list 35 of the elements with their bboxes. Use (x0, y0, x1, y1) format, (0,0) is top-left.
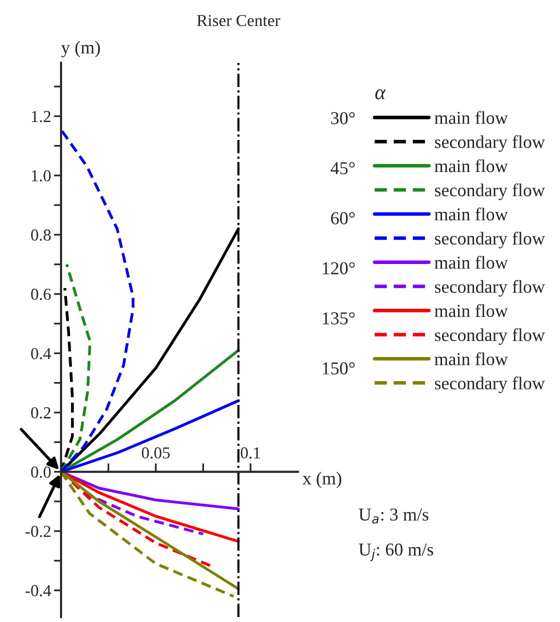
text: 45° (330, 162, 355, 174)
y-tick-label: 1.0 (32, 170, 51, 182)
text: 30° (331, 112, 355, 124)
legend-label: main flow (434, 304, 508, 317)
legend-label: main flow (434, 256, 508, 269)
y-tick-label: -0.4 (26, 585, 52, 596)
y-tick-label: 0.0 (31, 466, 51, 478)
text: 135° (322, 312, 355, 324)
x-tick-label: 0.05 (142, 447, 170, 459)
legend-label: main flow (434, 352, 508, 366)
y-tick-label: 0.4 (31, 348, 52, 360)
y-tick-label: -0.2 (26, 526, 50, 538)
text: U$_{j}$: 60 m/s (358, 543, 434, 562)
y-axis-title: y (m) (61, 40, 100, 58)
legend-title: α (375, 89, 386, 100)
y-tick-label: 1.2 (32, 110, 50, 122)
legend-label: secondary flow (434, 280, 545, 297)
y-tick-label: 0.2 (31, 407, 50, 419)
text: 60° (331, 212, 355, 224)
x-tick-label: 0.1 (240, 447, 260, 459)
y-tick-label: 0.8 (31, 229, 51, 241)
text: U$_{a}$: 3 m/s (358, 508, 428, 524)
legend-label: secondary flow (434, 232, 545, 248)
y-tick-label: 0.6 (31, 288, 51, 300)
legend-label: secondary flow (434, 376, 545, 394)
legend-label: main flow (434, 208, 508, 220)
legend-label: main flow (434, 159, 508, 172)
legend-label: secondary flow (434, 183, 545, 200)
ref-line-label: Riser Center (197, 14, 280, 26)
legend-label: secondary flow (434, 328, 545, 345)
legend-label: main flow (434, 111, 508, 124)
x-axis-title: x (m) (302, 472, 342, 488)
text: 150° (322, 362, 355, 374)
legend-label: secondary flow (434, 135, 545, 152)
text: 120° (322, 262, 355, 274)
